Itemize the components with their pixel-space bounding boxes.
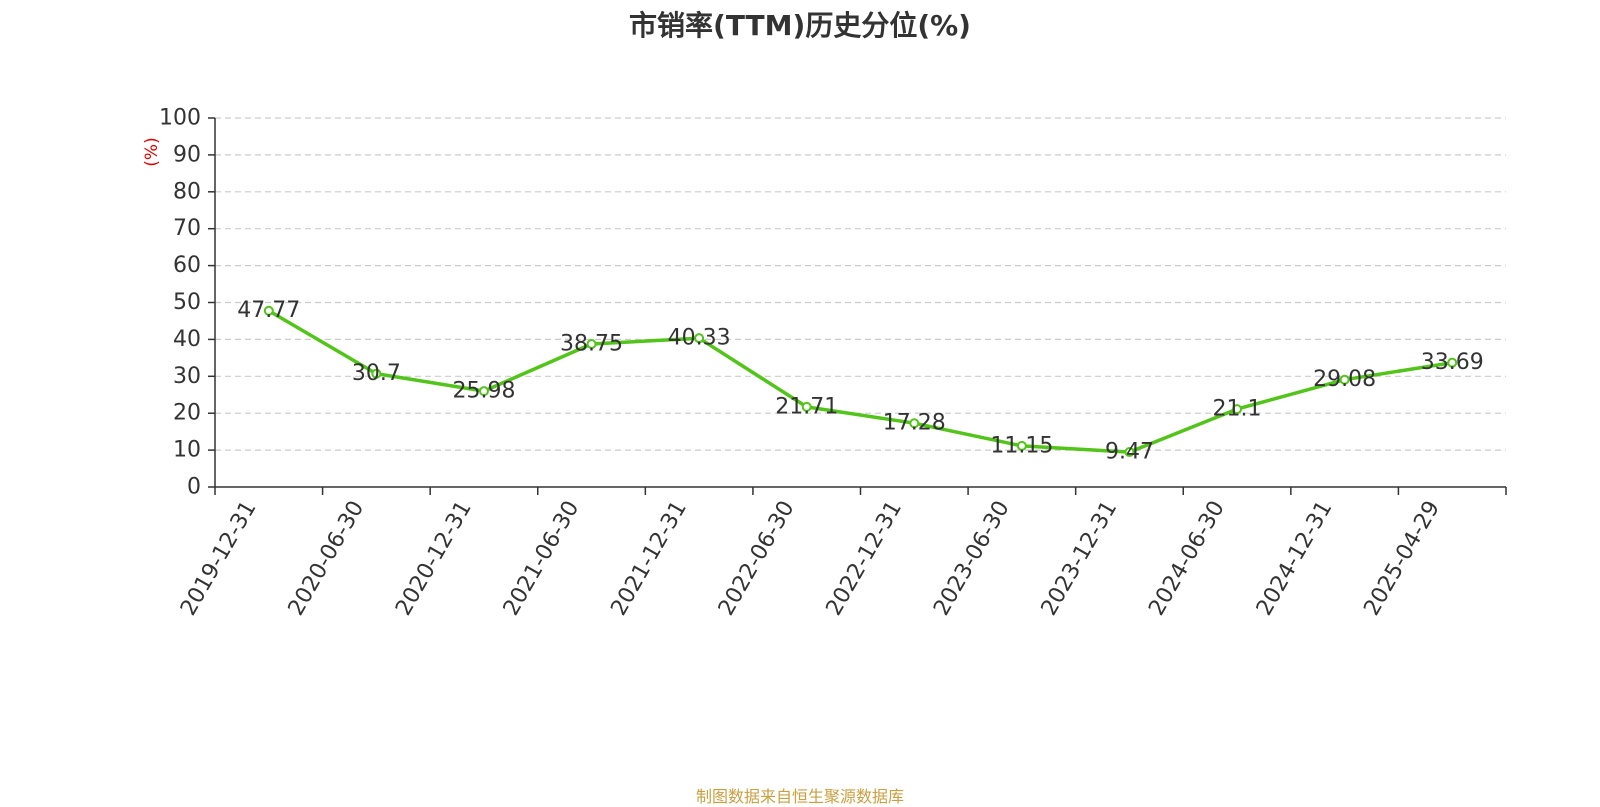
data-point (1447, 357, 1458, 368)
x-tick-labels: 2019-12-31 2020-06-30 2020-12-31 2021-06-30… (176, 497, 1445, 620)
y-tick-label: 10 (173, 438, 201, 463)
series-line (267, 309, 1453, 454)
y-tick-label: 100 (159, 106, 201, 131)
data-point (263, 305, 274, 316)
chart-title: 市销率(TTM)历史分位(%) (629, 9, 971, 42)
y-tick-label: 70 (173, 216, 201, 241)
data-point (801, 401, 812, 412)
data-label: 30.7 (352, 361, 401, 386)
x-tick-label: 2022-12-31 (822, 497, 908, 620)
data-label: 21.1 (1213, 397, 1262, 422)
y-tick-labels: 0 10 20 30 40 50 60 70 80 90 100 (159, 106, 201, 500)
data-point (586, 339, 597, 350)
data-label: 47.77 (237, 298, 300, 323)
data-label: 21.71 (775, 394, 838, 419)
data-label: 17.28 (883, 411, 946, 436)
x-tick-label: 2022-06-30 (714, 497, 800, 620)
y-tick-label: 20 (173, 401, 201, 426)
y-tick-label: 40 (173, 327, 201, 352)
data-point (1232, 404, 1243, 415)
data-point (909, 418, 920, 429)
data-label: 11.15 (990, 433, 1053, 458)
data-point (1016, 440, 1027, 451)
y-tick-label: 30 (173, 364, 201, 389)
data-point (1124, 447, 1135, 458)
grid-lines (215, 117, 1506, 451)
x-tick-label: 2025-04-29 (1359, 497, 1445, 620)
y-tick-label: 80 (173, 179, 201, 204)
x-tick-label: 2020-06-30 (284, 497, 370, 620)
x-tick-label: 2021-06-30 (499, 497, 585, 620)
x-tick-label: 2024-06-30 (1144, 497, 1230, 620)
y-tick-label: 60 (173, 253, 201, 278)
source-note: 制图数据来自恒生聚源数据库 (695, 787, 904, 806)
data-label: 29.08 (1313, 367, 1376, 392)
x-tick-label: 2024-12-31 (1252, 497, 1338, 620)
data-label: 38.75 (560, 332, 623, 357)
x-tick-label: 2023-06-30 (929, 497, 1015, 620)
data-labels: 47.77 30.7 25.98 38.75 40.33 21.71 17.28 11.15 9… (237, 298, 1483, 464)
series-line-path (267, 309, 1453, 454)
data-label: 9.47 (1105, 440, 1154, 465)
data-point (694, 333, 705, 344)
y-tick-label: 0 (187, 475, 201, 500)
y-tick-label: 50 (173, 290, 201, 315)
data-point (1339, 374, 1350, 385)
y-tick-label: 90 (173, 142, 201, 167)
data-points (263, 305, 1458, 458)
axes (208, 117, 1507, 495)
data-label: 40.33 (668, 326, 731, 351)
data-label: 25.98 (452, 379, 515, 404)
x-tick-label: 2019-12-31 (176, 497, 262, 620)
x-tick-label: 2020-12-31 (391, 497, 477, 620)
x-tick-label: 2023-12-31 (1037, 497, 1123, 620)
x-tick-label: 2021-12-31 (606, 497, 692, 620)
data-point (478, 386, 489, 397)
data-point (371, 368, 382, 379)
data-label: 33.69 (1421, 350, 1484, 375)
y-axis-label: (%) (142, 137, 162, 166)
